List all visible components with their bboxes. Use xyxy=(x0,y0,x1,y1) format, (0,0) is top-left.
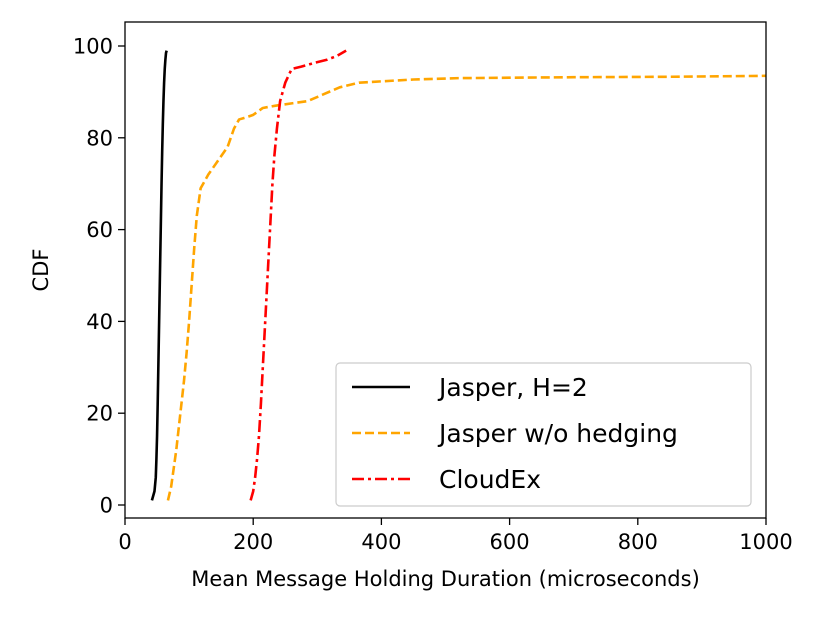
legend-label-0: Jasper, H=2 xyxy=(437,373,588,402)
x-axis-title: Mean Message Holding Duration (microseco… xyxy=(191,567,700,591)
series-lines xyxy=(150,49,767,501)
x-tick-label: 400 xyxy=(361,530,401,554)
x-tick-label: 0 xyxy=(118,530,131,554)
legend: Jasper, H=2 Jasper w/o hedging CloudEx xyxy=(335,362,752,507)
y-tick-label: 100 xyxy=(73,35,113,59)
x-tick-label: 600 xyxy=(490,530,530,554)
series-line-1 xyxy=(166,74,767,501)
legend-label-2: CloudEx xyxy=(439,465,541,494)
y-tick-label: 20 xyxy=(86,402,113,426)
y-axis-title: CDF xyxy=(29,249,53,292)
x-tick-label: 1000 xyxy=(739,530,792,554)
y-tick-label: 80 xyxy=(86,126,113,150)
y-tick-label: 0 xyxy=(100,494,113,518)
axes: 0 200 400 600 800 1000 0 20 40 60 80 100 xyxy=(73,21,793,554)
y-tick-label: 60 xyxy=(86,218,113,242)
series-line-0 xyxy=(150,50,168,501)
legend-label-1: Jasper w/o hedging xyxy=(437,419,678,448)
plot-frame xyxy=(124,21,767,519)
legend-box xyxy=(335,362,752,507)
x-tick-label: 200 xyxy=(233,530,273,554)
series-line-2 xyxy=(249,49,347,501)
x-tick-label: 800 xyxy=(618,530,658,554)
y-tick-label: 40 xyxy=(86,310,113,334)
